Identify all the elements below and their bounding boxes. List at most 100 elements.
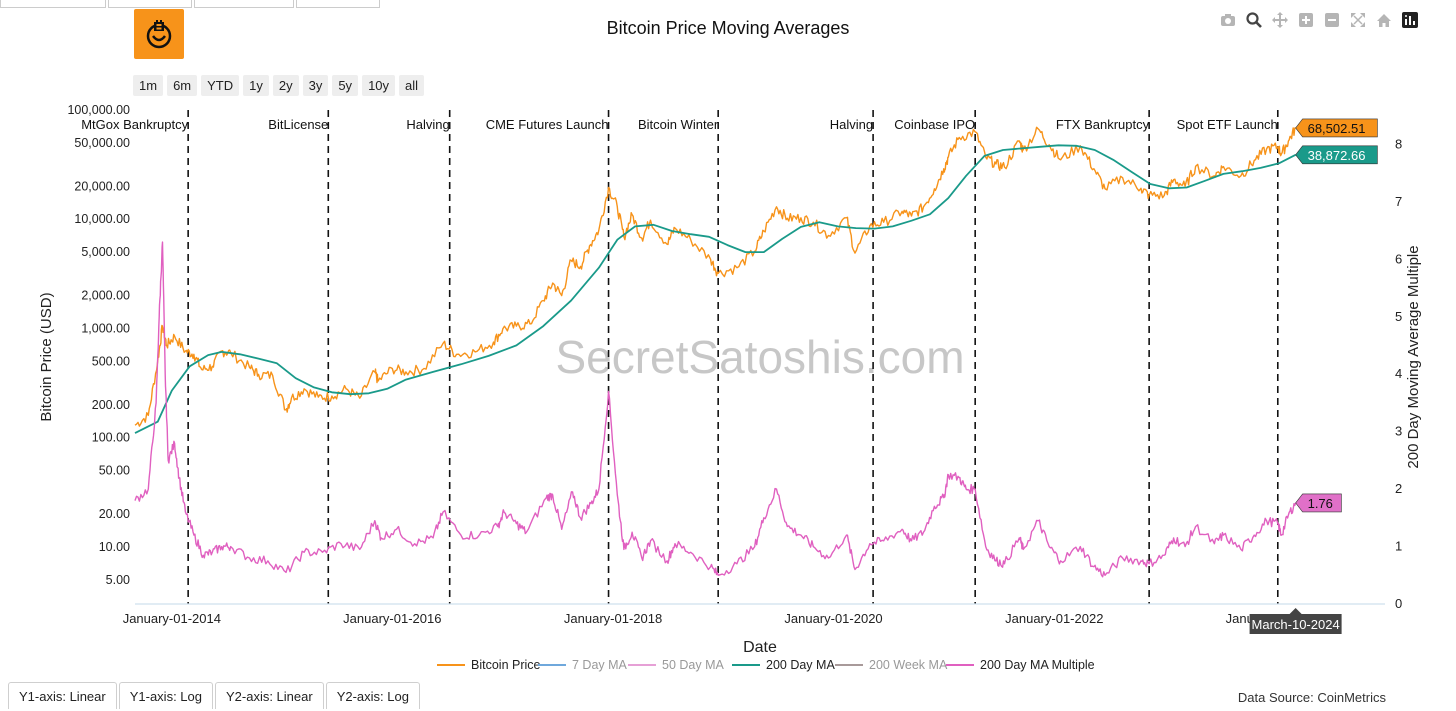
legend: Bitcoin Price 7 Day MA 50 Day MA 200 Day MA… [437,658,1095,672]
y-tick-label: 10.00 [99,540,130,554]
event-label: Halving [406,117,449,132]
y-tick-label: 2,000.00 [81,289,130,303]
y-tick-label: 200.00 [92,398,130,412]
y2-tick-label: 2 [1395,481,1402,496]
range-button-1y[interactable]: 1y [243,75,269,96]
y2-tick-label: 7 [1395,194,1402,209]
series-bitcoin-price[interactable] [134,126,1296,427]
multiple-end-label-text: 1.76 [1308,496,1333,511]
price-end-label: 68,502.51 [1295,118,1378,138]
y-tick-label: 10,000.00 [74,212,130,226]
hover-date-text: March-10-2024 [1252,617,1340,632]
top-tabs [0,0,400,8]
range-button-all[interactable]: all [399,75,425,96]
zoom-out-icon[interactable] [1322,10,1342,30]
top-tab[interactable] [296,0,380,8]
hover-date-shape [1249,608,1342,634]
range-selector: 1m 6m YTD 1y 2y 3y 5y 10y all [133,75,425,96]
range-button-1m[interactable]: 1m [133,75,164,96]
y-tick-label: 50,000.00 [74,136,130,150]
chart[interactable]: SecretSatoshis.com MtGox Bankruptcy BitLi… [0,0,1456,680]
modebar [1218,10,1420,30]
x-axis-title: Date [743,639,777,656]
autoscale-icon[interactable] [1348,10,1368,30]
event-label: FTX Bankruptcy [1056,117,1150,132]
tab-y1-log[interactable]: Y1-axis: Log [118,682,213,709]
legend-item[interactable]: 200 Week MA [835,658,948,672]
tab-y1-linear[interactable]: Y1-axis: Linear [8,682,117,709]
x-tick-label: January-01-2022 [1005,611,1103,626]
pan-icon[interactable] [1270,10,1290,30]
y2-tick-label: 1 [1395,539,1402,554]
event-label: MtGox Bankruptcy [81,117,188,132]
legend-item[interactable]: 200 Day MA [732,658,835,672]
axis-scale-tabs: Y1-axis: Linear Y1-axis: Log Y2-axis: Li… [8,682,420,709]
event-label: CME Futures Launch [486,117,609,132]
watermark: SecretSatoshis.com [555,331,964,383]
zoom-in-icon[interactable] [1296,10,1316,30]
ma200-end-label-text: 38,872.66 [1308,148,1366,163]
legend-label: 50 Day MA [662,658,724,672]
legend-label: 200 Week MA [869,658,948,672]
event-label: Coinbase IPO [894,117,975,132]
range-button-ytd[interactable]: YTD [201,75,240,96]
y2-tick-label: 0 [1395,596,1402,611]
event-label: Halving [830,117,873,132]
bitcoin-logo-icon [134,9,184,59]
ma200-end-label: 38,872.66 [1295,145,1378,165]
series-200-day-ma-multiple[interactable] [134,241,1297,578]
y-axis-title: Bitcoin Price (USD) [38,292,55,421]
y-tick-label: 20.00 [99,507,130,521]
range-button-10y[interactable]: 10y [362,75,396,96]
legend-label: 200 Day MA Multiple [980,658,1095,672]
multiple-end-label-shape [1295,493,1342,513]
y-tick-label: 50.00 [99,464,130,478]
y2-axis-title: 200 Day Moving Average Multiple [1405,245,1422,468]
top-tab[interactable] [0,0,106,8]
event-label: Bitcoin Winter [638,117,719,132]
y2-tick-label: 3 [1395,424,1402,439]
y-tick-label: 500.00 [92,354,130,368]
price-end-label-shape [1295,118,1378,138]
x-tick-label: January-01-2020 [784,611,882,626]
range-button-5y[interactable]: 5y [332,75,359,96]
y-tick-label: 5.00 [106,573,130,587]
legend-label: 7 Day MA [572,658,628,672]
top-tab[interactable] [108,0,192,8]
plotly-logo-icon[interactable] [1400,10,1420,30]
y-tick-label: 5,000.00 [81,245,130,259]
chart-title: Bitcoin Price Moving Averages [606,18,850,38]
top-tab[interactable] [194,0,294,8]
data-source: Data Source: CoinMetrics [1237,690,1386,705]
y2-tick-label: 5 [1395,309,1402,324]
range-button-2y[interactable]: 2y [272,75,299,96]
range-button-6m[interactable]: 6m [167,75,198,96]
ma200-end-label-shape [1295,145,1378,165]
range-button-3y[interactable]: 3y [302,75,329,96]
y2-tick-label: 4 [1395,366,1402,381]
multiple-end-label: 1.76 [1295,493,1342,513]
price-end-label-text: 68,502.51 [1308,121,1366,136]
hover-date-label: March-10-2024 [1249,608,1342,634]
y2-tick-label: 6 [1395,251,1402,266]
x-tick-label: January-01-2016 [343,611,441,626]
x-tick-label: January-01-2014 [123,611,221,626]
reset-axes-icon[interactable] [1374,10,1394,30]
event-label: BitLicense [268,117,328,132]
y-tick-label: 100,000.00 [67,103,130,117]
y-tick-label: 100.00 [92,431,130,445]
legend-item[interactable]: 200 Day MA Multiple [946,658,1095,672]
legend-item[interactable]: Bitcoin Price [437,658,541,672]
camera-icon[interactable] [1218,10,1238,30]
tab-y2-log[interactable]: Y2-axis: Log [325,682,420,709]
x-tick-label: January-01-2018 [564,611,662,626]
series-200-day-ma[interactable] [134,144,1297,434]
legend-label: 200 Day MA [766,658,835,672]
legend-label: Bitcoin Price [471,658,541,672]
legend-item[interactable]: 7 Day MA [538,658,628,672]
y-tick-label: 1,000.00 [81,321,130,335]
y2-tick-label: 8 [1395,136,1402,151]
legend-item[interactable]: 50 Day MA [628,658,724,672]
zoom-icon[interactable] [1244,10,1264,30]
tab-y2-linear[interactable]: Y2-axis: Linear [214,682,324,709]
